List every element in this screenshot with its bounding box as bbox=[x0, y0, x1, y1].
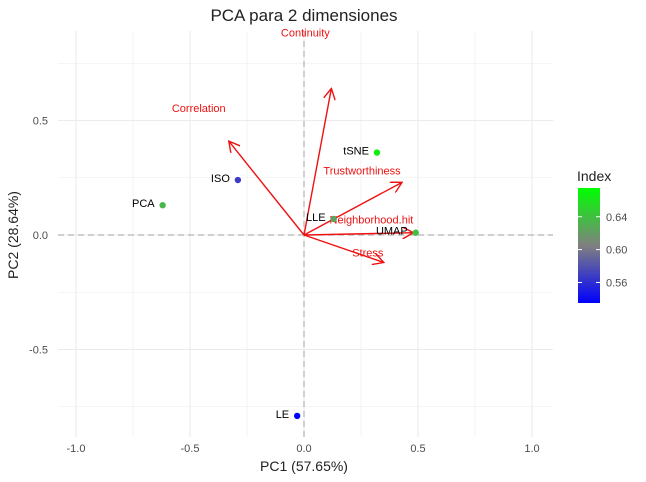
loading-arrow bbox=[303, 182, 402, 236]
x-tick-label: 0.5 bbox=[410, 443, 425, 455]
grid bbox=[58, 31, 553, 437]
loading-label: Neighborhood.hit bbox=[330, 215, 414, 227]
y-tick-label: 0.0 bbox=[33, 230, 48, 242]
loading-arrow bbox=[303, 88, 331, 236]
loading-arrow bbox=[303, 233, 413, 235]
legend-tick-label: 0.56 bbox=[606, 277, 627, 289]
data-point bbox=[412, 229, 419, 236]
point-label: UMAP bbox=[376, 226, 408, 238]
x-tick-label: -0.5 bbox=[181, 443, 200, 455]
point-label: ISO bbox=[211, 173, 230, 185]
loading-label: Correlation bbox=[172, 103, 226, 115]
loading-arrow bbox=[303, 234, 384, 262]
data-point bbox=[293, 412, 301, 420]
x-tick-label: -1.0 bbox=[67, 443, 86, 455]
data-point bbox=[159, 202, 166, 209]
y-axis-ticks: -0.5 0.0 0.5 bbox=[29, 116, 48, 357]
legend-colorbar bbox=[578, 188, 600, 303]
loadings: Continuity Correlation Trustworthiness Neig… bbox=[172, 27, 414, 262]
legend-title: Index bbox=[577, 168, 611, 184]
legend-tick-label: 0.60 bbox=[606, 245, 627, 257]
x-tick-label: 0.0 bbox=[296, 443, 311, 455]
data-point bbox=[373, 149, 381, 156]
x-tick-label: 1.0 bbox=[524, 443, 539, 455]
legend-tick-label: 0.64 bbox=[606, 212, 627, 224]
data-point bbox=[234, 176, 242, 184]
data-point bbox=[330, 215, 337, 223]
legend: Index 0.56 0.60 0.64 bbox=[577, 168, 627, 303]
points: tSNE ISO PCA LLE UMAP LE bbox=[132, 146, 419, 421]
point-label: LE bbox=[276, 409, 289, 421]
y-axis-title: PC2 (28.64%) bbox=[5, 191, 21, 279]
loading-label: Trustworthiness bbox=[323, 165, 401, 177]
legend-ticks: 0.56 0.60 0.64 bbox=[578, 212, 627, 289]
loading-arrow bbox=[229, 141, 305, 236]
x-axis-title: PC1 (57.65%) bbox=[260, 458, 348, 474]
y-tick-label: 0.5 bbox=[33, 116, 48, 128]
loading-label: Stress bbox=[352, 247, 384, 259]
point-label: LLE bbox=[306, 212, 326, 224]
x-axis-ticks: -1.0 -0.5 0.0 0.5 1.0 bbox=[67, 443, 540, 455]
point-label: PCA bbox=[132, 198, 155, 210]
chart-title: PCA para 2 dimensiones bbox=[210, 6, 397, 25]
y-tick-label: -0.5 bbox=[29, 345, 48, 357]
point-label: tSNE bbox=[343, 146, 369, 158]
loading-label: Continuity bbox=[281, 27, 330, 39]
